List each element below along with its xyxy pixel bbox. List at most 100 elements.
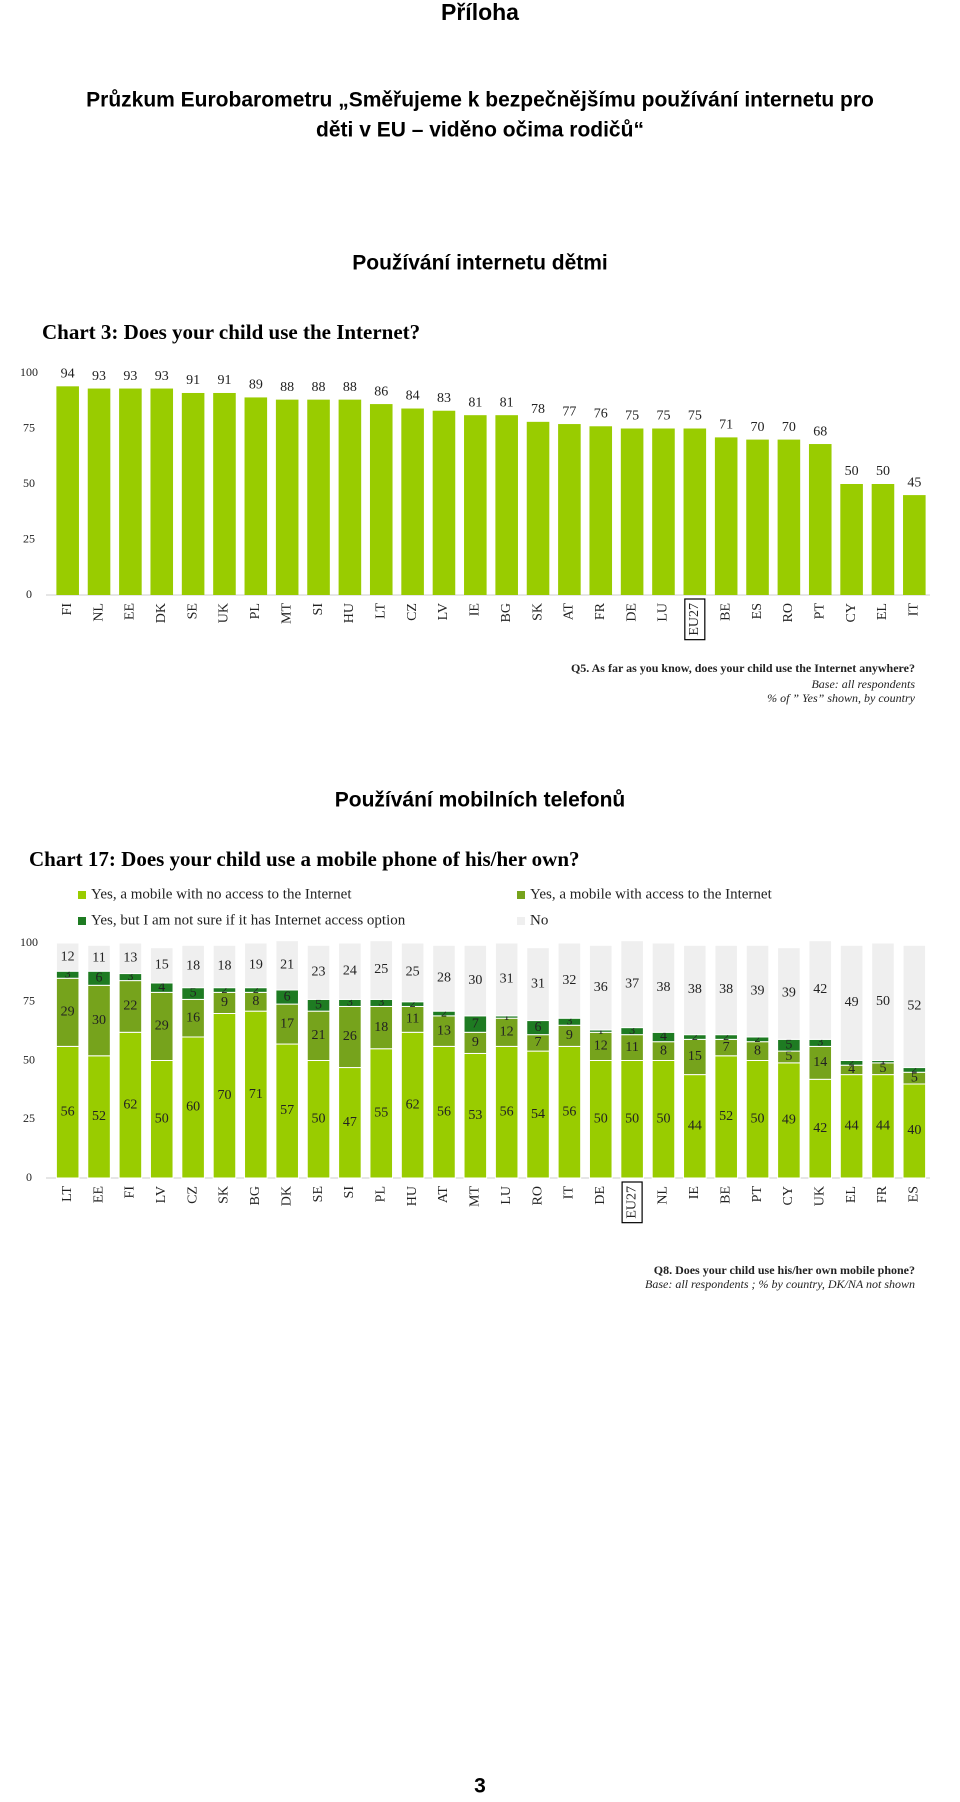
- bar-segment: [275, 940, 299, 991]
- bar: [56, 386, 79, 595]
- x-tick-label: BE: [718, 1186, 733, 1204]
- x-tick-label: HU: [342, 603, 357, 623]
- value-label: 29: [155, 1019, 169, 1034]
- bar: [338, 399, 362, 595]
- value-label: 38: [656, 980, 670, 995]
- value-label: 56: [562, 1104, 576, 1119]
- value-label: 88: [280, 380, 294, 395]
- value-label: 53: [468, 1108, 482, 1123]
- bar: [808, 444, 832, 595]
- value-label: 45: [907, 475, 921, 490]
- value-label: 5: [785, 1037, 792, 1052]
- value-label: 3: [347, 995, 353, 1009]
- bar-segment: [338, 942, 362, 1000]
- value-label: 17: [280, 1016, 294, 1031]
- value-label: 3: [65, 966, 71, 980]
- bar-segment: [588, 944, 613, 1031]
- y-tick-label: 75: [23, 420, 35, 434]
- legend-swatch: [78, 917, 86, 925]
- value-label: 70: [751, 420, 765, 435]
- x-tick-label: CY: [844, 603, 859, 622]
- heading: Příloha: [441, 0, 519, 25]
- value-label: 44: [688, 1119, 702, 1134]
- value-label: 42: [813, 982, 827, 997]
- value-label: 2: [849, 1055, 855, 1069]
- x-tick-label: SE: [185, 603, 200, 619]
- x-tick-label: DE: [593, 1186, 608, 1205]
- section-title: Používání mobilních telefonů: [335, 789, 626, 812]
- value-label: 6: [535, 1020, 542, 1035]
- x-tick-label: SK: [530, 603, 545, 621]
- x-tick-label: CY: [781, 1186, 796, 1205]
- bar: [903, 495, 926, 595]
- x-tick-label: LT: [373, 603, 388, 619]
- legend-swatch: [517, 891, 525, 899]
- value-label: 78: [531, 402, 545, 417]
- legend-label: Yes, a mobile with access to the Interne…: [530, 886, 773, 902]
- value-label: 5: [190, 986, 197, 1001]
- value-label: 26: [343, 1029, 357, 1044]
- x-tick-label: ES: [907, 1186, 922, 1202]
- value-label: 93: [155, 369, 169, 384]
- x-tick-label: UK: [812, 1186, 827, 1206]
- y-tick-label: 25: [23, 1111, 35, 1125]
- value-label: 5: [911, 1070, 918, 1085]
- value-label: 60: [186, 1100, 200, 1115]
- x-tick-label: MT: [468, 1186, 483, 1207]
- bar-segment: [839, 944, 864, 1061]
- value-label: 68: [813, 424, 827, 439]
- bar: [369, 404, 393, 595]
- bar-segment: [55, 942, 80, 972]
- x-tick-label: FR: [875, 1185, 890, 1203]
- value-label: 7: [535, 1035, 542, 1050]
- value-label: 52: [719, 1109, 733, 1124]
- bar: [87, 388, 111, 595]
- value-label: 50: [751, 1111, 765, 1126]
- legend-label: Yes, but I am not sure if it has Interne…: [91, 912, 406, 928]
- value-label: 70: [217, 1088, 231, 1103]
- bar-segment: [526, 947, 550, 1022]
- value-label: 76: [594, 406, 608, 421]
- bar: [275, 399, 299, 595]
- value-label: 70: [782, 420, 796, 435]
- x-tick-label: IE: [468, 603, 483, 616]
- value-label: 16: [186, 1010, 200, 1025]
- value-label: 6: [284, 989, 291, 1004]
- chart-title: Chart 17: Does your child use a mobile p…: [29, 847, 580, 871]
- x-tick-label: IT: [907, 603, 922, 617]
- x-tick-label: DE: [624, 603, 639, 622]
- x-tick-label: BG: [499, 603, 514, 622]
- x-tick-label: MT: [279, 603, 294, 624]
- x-tick-label: ES: [750, 603, 765, 619]
- legend-label: Yes, a mobile with no access to the Inte…: [91, 886, 352, 902]
- bar: [589, 426, 613, 595]
- value-label: 18: [217, 959, 231, 974]
- value-label: 3: [629, 1023, 635, 1037]
- value-label: 32: [562, 973, 576, 988]
- value-label: 7: [723, 1040, 730, 1055]
- value-label: 6: [96, 970, 103, 985]
- value-label: 2: [911, 1062, 917, 1076]
- x-tick-label: PT: [812, 603, 827, 620]
- note: % of ” Yes” shown, by country: [767, 691, 916, 705]
- value-label: 11: [92, 950, 105, 965]
- bar: [714, 437, 738, 595]
- value-label: 89: [249, 378, 263, 393]
- x-tick-label: IT: [562, 1186, 577, 1200]
- value-label: 71: [249, 1087, 263, 1102]
- value-label: 81: [500, 395, 514, 410]
- value-label: 4: [660, 1029, 667, 1044]
- bar-segment: [683, 944, 707, 1036]
- x-tick-label: FI: [123, 1186, 138, 1199]
- highlight-box: [684, 598, 706, 641]
- value-label: 22: [123, 999, 137, 1014]
- value-label: 88: [312, 380, 326, 395]
- value-label: 91: [217, 373, 231, 388]
- value-label: 21: [312, 1028, 326, 1043]
- y-tick-label: 100: [20, 935, 38, 949]
- bar: [401, 408, 424, 595]
- value-label: 39: [782, 986, 796, 1001]
- value-label: 12: [61, 949, 75, 964]
- value-label: 4: [848, 1062, 855, 1077]
